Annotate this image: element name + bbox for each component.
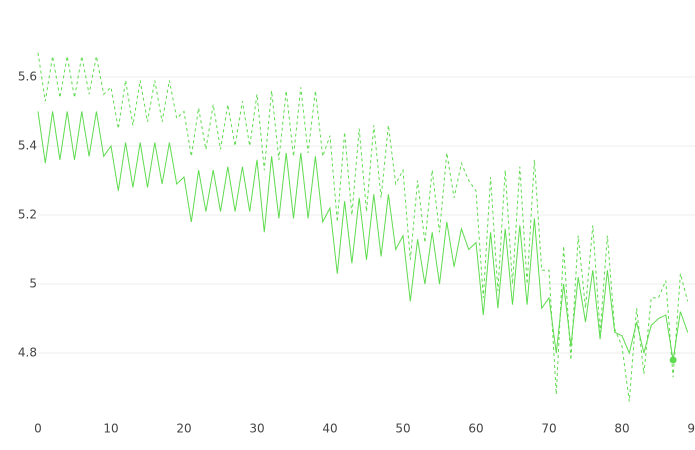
y-tick-label: 5.2 (18, 208, 37, 222)
y-tick-label: 5.4 (18, 138, 37, 152)
y-tick-label: 4.8 (18, 346, 37, 360)
series-line (37, 111, 689, 361)
x-tick-label: 20 (176, 422, 191, 436)
hover-point (669, 356, 677, 364)
x-tick-label: 90 (687, 422, 695, 436)
x-tick-label: 0 (34, 422, 42, 436)
series-line (37, 52, 689, 402)
x-tick-label: 10 (103, 422, 118, 436)
y-tick-label: 5.6 (18, 69, 37, 83)
x-tick-label: 40 (322, 422, 337, 436)
x-tick-label: 30 (249, 422, 264, 436)
x-tick-label: 50 (395, 422, 410, 436)
x-tick-label: 70 (541, 422, 556, 436)
x-tick-label: 60 (468, 422, 483, 436)
x-tick-label: 80 (614, 422, 629, 436)
y-tick-label: 5 (29, 277, 37, 291)
